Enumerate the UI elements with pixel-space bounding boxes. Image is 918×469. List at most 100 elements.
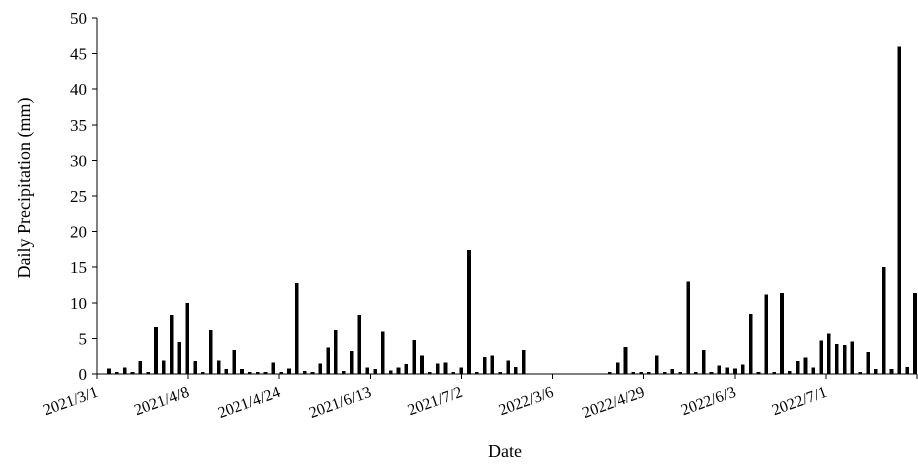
x-axis-title: Date xyxy=(488,441,522,461)
bar xyxy=(107,368,111,374)
bar xyxy=(154,327,158,374)
bar xyxy=(248,371,252,374)
bar xyxy=(295,282,299,374)
bar xyxy=(334,329,338,374)
bar xyxy=(866,351,870,374)
bar xyxy=(608,371,612,374)
x-tick-label: 2022/4/29 xyxy=(580,384,647,422)
bar xyxy=(451,371,456,374)
bar xyxy=(842,344,847,374)
y-tick-label: 15 xyxy=(70,258,87,277)
bar xyxy=(326,347,330,374)
bar xyxy=(185,302,190,374)
bar xyxy=(490,355,495,374)
x-tick-label: 2022/3/6 xyxy=(497,384,556,419)
y-tick-label: 30 xyxy=(70,151,87,170)
bar xyxy=(467,250,471,374)
bar xyxy=(428,371,432,374)
bar xyxy=(310,371,315,374)
bar xyxy=(686,281,690,374)
bar xyxy=(788,371,792,374)
x-tick-label: 2022/6/3 xyxy=(679,384,738,419)
y-tick-label: 25 xyxy=(70,187,87,206)
bar xyxy=(615,362,620,374)
bar xyxy=(341,371,346,374)
bar xyxy=(654,355,659,374)
bar xyxy=(420,355,424,374)
bar xyxy=(670,369,675,374)
bar xyxy=(373,369,377,374)
bar xyxy=(443,362,448,374)
bar xyxy=(146,371,150,374)
bar xyxy=(733,368,737,374)
bar xyxy=(764,294,769,374)
bar xyxy=(717,365,722,374)
bar xyxy=(647,371,651,374)
bar xyxy=(827,333,831,374)
bar xyxy=(169,314,174,374)
bar xyxy=(913,292,917,374)
y-tick-label: 35 xyxy=(70,116,87,135)
bar xyxy=(701,349,706,374)
bar xyxy=(388,370,393,374)
y-tick-label: 45 xyxy=(70,45,87,64)
bar xyxy=(834,344,839,374)
bar xyxy=(459,367,463,374)
bar xyxy=(803,357,808,374)
x-tick-label: 2021/3/1 xyxy=(41,384,100,419)
bar xyxy=(694,371,698,374)
bar xyxy=(216,360,221,374)
y-axis: 0 5 10 15 20 25 30 35 40 45 50 xyxy=(70,9,98,384)
bar xyxy=(161,360,166,374)
bar xyxy=(224,369,229,374)
bar xyxy=(498,371,503,374)
bar xyxy=(115,371,119,374)
bar xyxy=(639,371,643,374)
bar xyxy=(302,371,307,374)
bar xyxy=(811,367,816,374)
bar xyxy=(193,361,197,374)
y-tick-label: 20 xyxy=(70,223,87,242)
bar xyxy=(850,341,855,374)
bar xyxy=(201,371,205,374)
bar xyxy=(772,371,776,374)
bar xyxy=(279,371,283,374)
bar xyxy=(905,366,909,374)
x-tick-label: 2021/4/24 xyxy=(216,384,283,422)
y-axis-title: Daily Precipitation (mm) xyxy=(14,98,35,279)
bar xyxy=(365,367,370,374)
bar xyxy=(889,369,894,374)
x-tick-label: 2021/6/13 xyxy=(307,384,374,422)
bar xyxy=(482,356,487,374)
bar xyxy=(122,367,127,374)
bar xyxy=(858,371,863,374)
x-tick-label: 2021/4/8 xyxy=(132,384,191,419)
bar xyxy=(381,331,385,374)
x-tick-label: 2021/7/2 xyxy=(406,384,465,419)
y-tick-label: 5 xyxy=(79,329,88,348)
bar xyxy=(404,364,409,374)
bar xyxy=(780,292,784,374)
bar xyxy=(208,329,213,374)
bar xyxy=(506,360,510,374)
y-tick-label: 50 xyxy=(70,9,87,28)
bar xyxy=(255,371,260,374)
bar xyxy=(318,363,323,374)
y-tick-label: 10 xyxy=(70,294,87,313)
x-tick-label: 2022/7/1 xyxy=(770,384,829,419)
bar xyxy=(874,369,878,374)
bar xyxy=(412,339,416,374)
bar xyxy=(177,341,182,374)
bar xyxy=(349,351,354,374)
bar xyxy=(662,371,667,374)
bar xyxy=(631,371,636,374)
bar xyxy=(748,314,753,374)
bar xyxy=(271,362,276,374)
bar xyxy=(396,367,401,374)
bar xyxy=(756,371,761,374)
bar xyxy=(232,349,236,374)
bar xyxy=(623,346,628,374)
bar xyxy=(130,371,135,374)
bar xyxy=(263,371,268,374)
